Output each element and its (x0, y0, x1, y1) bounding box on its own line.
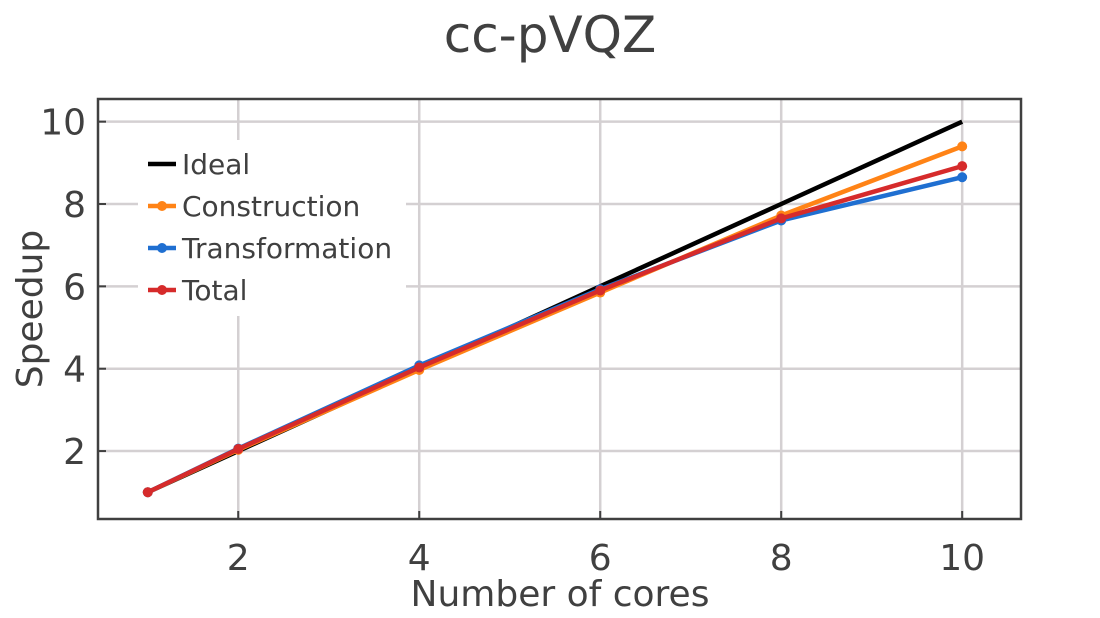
legend-background (138, 140, 406, 316)
x-tick-label: 6 (589, 538, 612, 579)
y-tick-label: 4 (63, 350, 86, 391)
x-tick-label: 10 (939, 538, 985, 579)
x-tick-label: 4 (408, 538, 431, 579)
y-tick-label: 10 (40, 103, 86, 144)
data-point-total (595, 285, 606, 296)
legend-marker-construction (157, 201, 167, 211)
legend-label-total: Total (181, 274, 247, 307)
y-tick-label: 2 (63, 432, 86, 473)
data-point-construction (957, 141, 968, 152)
y-axis-label: Speedup (10, 230, 51, 389)
legend-label-transformation: Transformation (181, 232, 392, 265)
data-point-total (142, 487, 153, 498)
data-point-total (414, 362, 425, 373)
y-axis-ticks: 2 4 6 8 10 (40, 103, 106, 473)
data-point-total (957, 161, 968, 172)
legend-marker-total (157, 285, 167, 295)
legend-marker-transformation (157, 243, 167, 253)
series-lines (142, 119, 968, 498)
series-line-total (146, 163, 963, 495)
legend: Ideal Construction Transformation Total (138, 140, 406, 316)
y-tick-label: 8 (63, 185, 86, 226)
data-point-total (233, 444, 244, 454)
x-axis-label: Number of cores (411, 574, 710, 615)
data-point-total (776, 213, 787, 224)
plot-frame (96, 97, 1023, 521)
legend-label-ideal: Ideal (182, 148, 250, 181)
legend-label-construction: Construction (182, 190, 360, 223)
y-tick-label: 6 (63, 267, 86, 308)
x-axis-ticks: 2 4 6 8 10 (227, 511, 985, 579)
chart-title: cc-pVQZ (444, 6, 657, 64)
data-point-transformation (957, 172, 968, 183)
x-tick-label: 8 (770, 538, 793, 579)
x-tick-label: 2 (227, 538, 250, 579)
